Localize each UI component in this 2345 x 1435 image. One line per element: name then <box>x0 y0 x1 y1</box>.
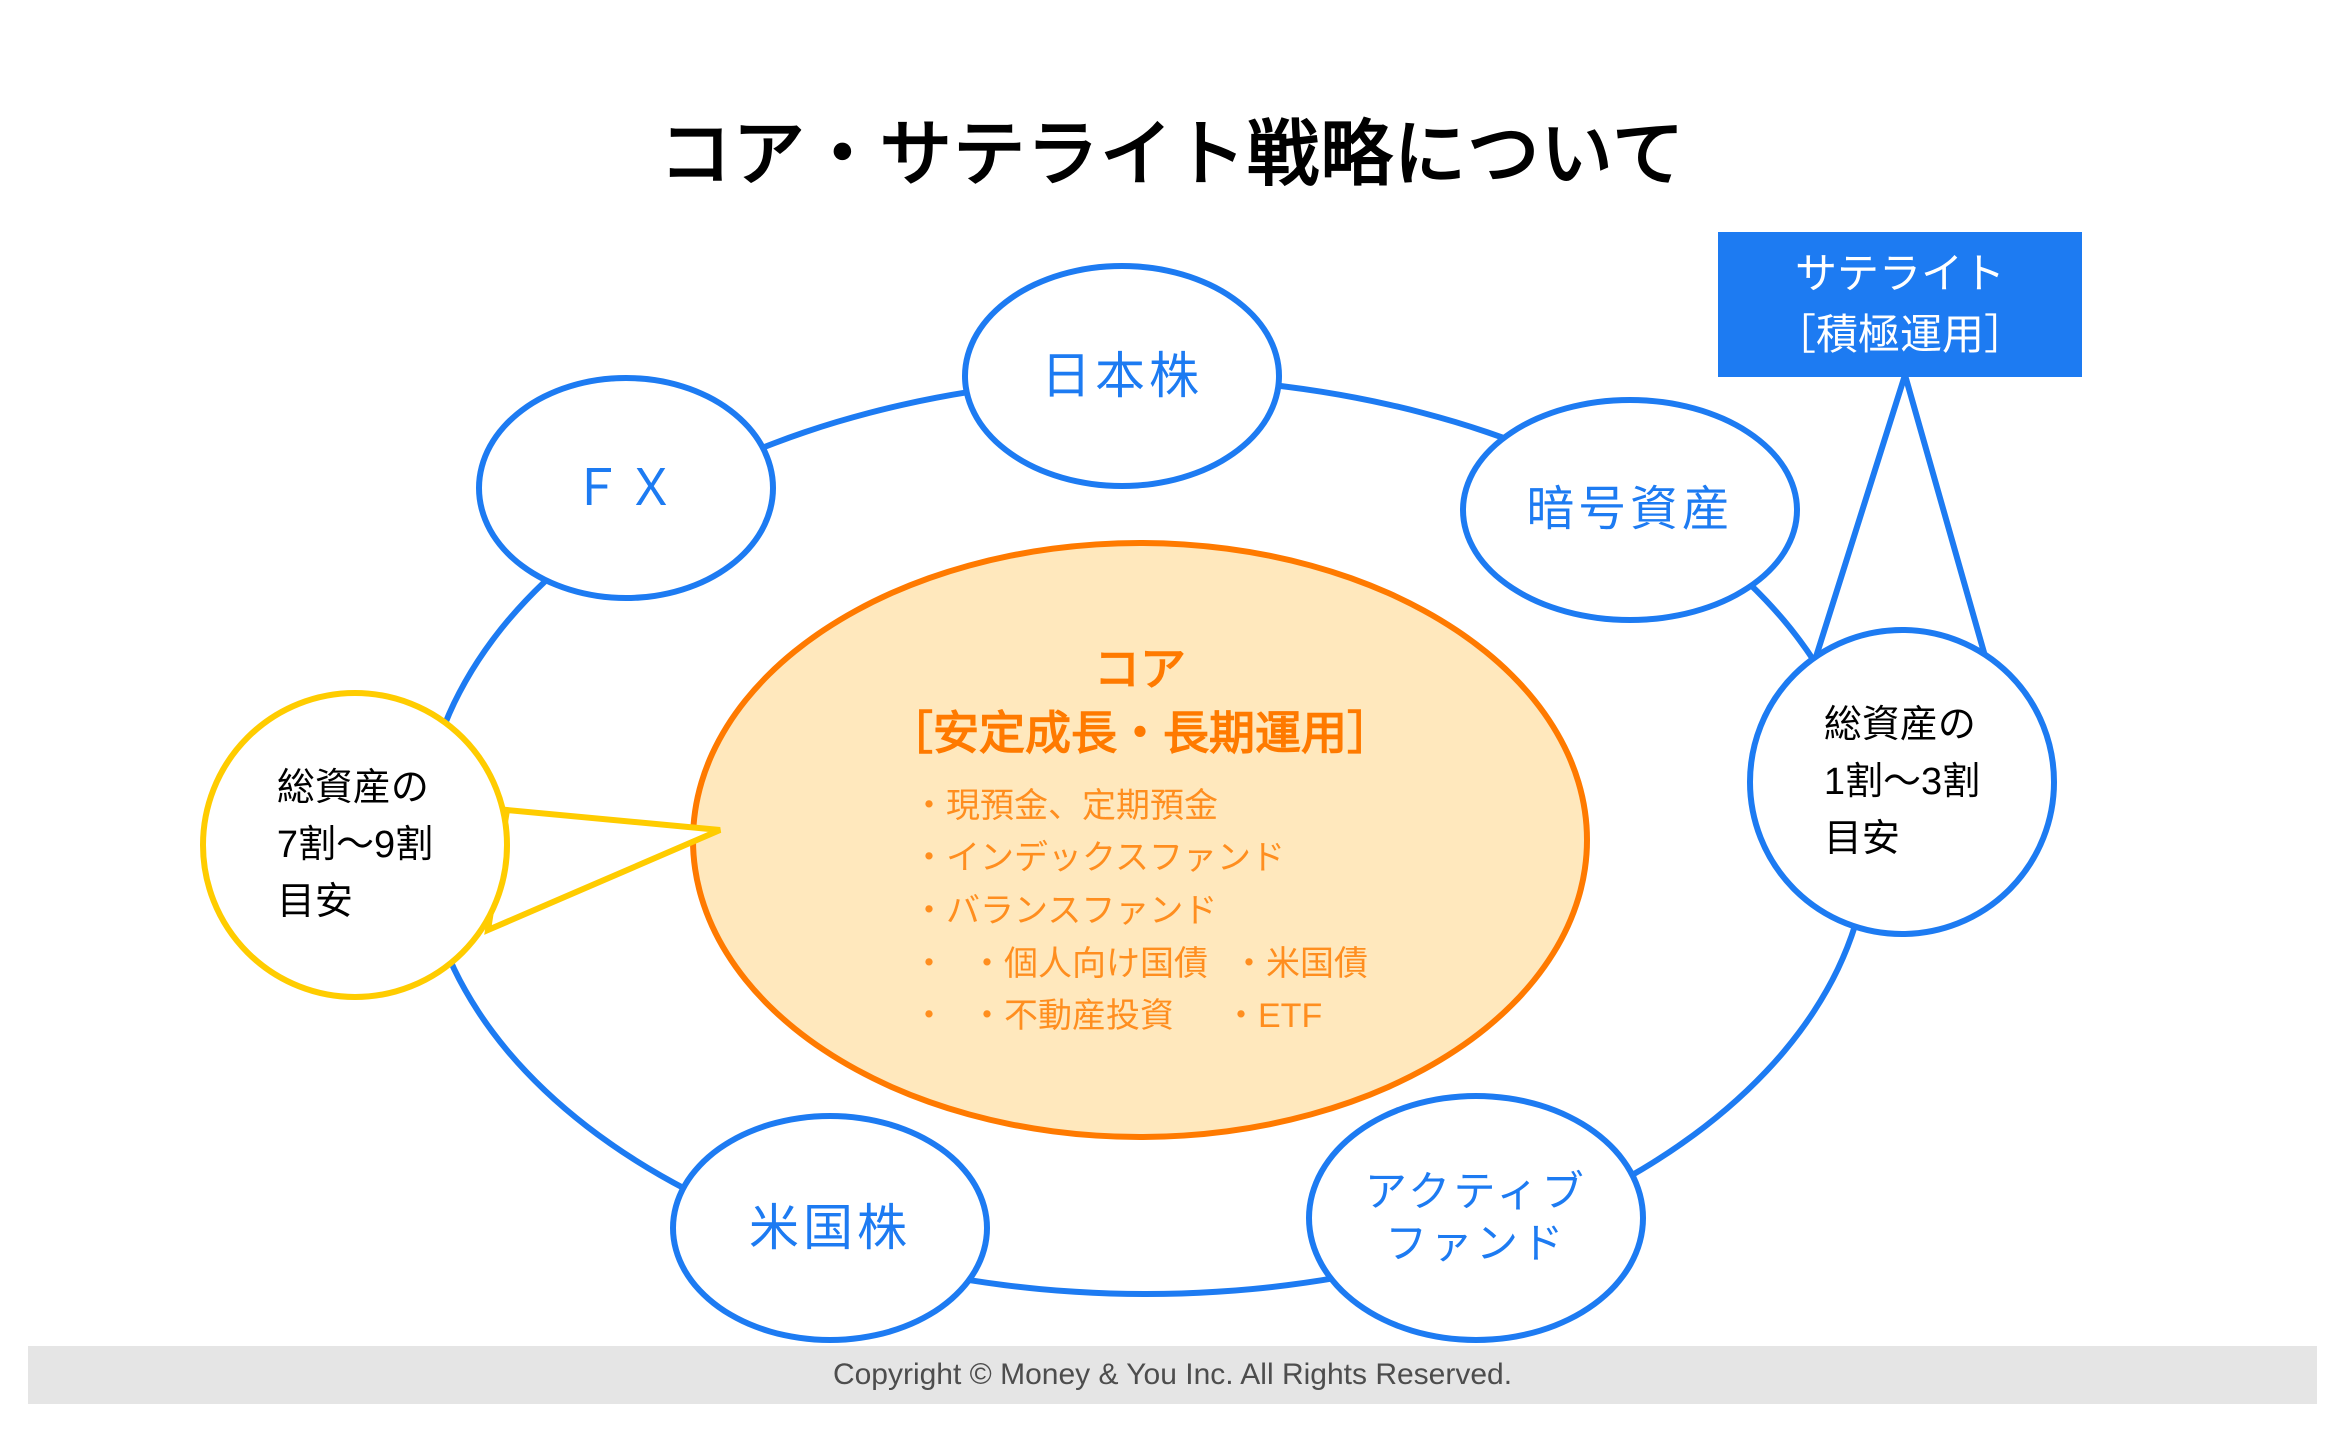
core-item-list: 現預金、定期預金 インデックスファンド バランスファンド 個人向け国債 米国債 … <box>912 780 1368 1043</box>
core-item: ETF <box>1224 990 1322 1043</box>
core-item: 現預金、定期預金 <box>912 780 1368 833</box>
diagram-canvas: コア・サテライト戦略について コア ［安定成長・長期運用］ 現預金、定期預金 イ… <box>0 0 2345 1435</box>
satellite-us-stocks: 米国株 <box>670 1113 990 1343</box>
core-item: 米国債 <box>1232 938 1368 991</box>
core-item-row: 不動産投資 ETF <box>912 990 1368 1043</box>
satellite-active-fund: アクティブ ファンド <box>1306 1093 1646 1343</box>
core-title-line2: ［安定成長・長期運用］ <box>887 707 1393 759</box>
satellite-callout: 総資産の 1割〜3割 目安 <box>1747 627 2057 937</box>
core-title-line1: コア <box>1094 643 1186 695</box>
page-title: コア・サテライト戦略について <box>0 95 2345 200</box>
satellite-jpn-stocks: 日本株 <box>962 263 1282 489</box>
core-item: バランスファンド <box>912 885 1368 938</box>
copyright-text: Copyright © Money & You Inc. All Rights … <box>833 1358 1512 1392</box>
core-callout-text: 総資産の 7割〜9割 目安 <box>277 760 433 931</box>
satellite-label: アクティブ ファンド <box>1365 1166 1587 1271</box>
satellite-fx: ＦＸ <box>476 375 776 601</box>
satellite-banner-line2: ［積極運用］ <box>1774 311 2026 358</box>
satellite-label: 日本株 <box>1041 345 1203 408</box>
satellite-label: 暗号資産 <box>1526 480 1733 540</box>
core-ellipse: コア ［安定成長・長期運用］ 現預金、定期預金 インデックスファンド バランスフ… <box>690 540 1590 1140</box>
copyright-bar: Copyright © Money & You Inc. All Rights … <box>28 1346 2317 1404</box>
core-title: コア ［安定成長・長期運用］ <box>887 637 1393 766</box>
satellite-banner-line1: サテライト <box>1795 250 2005 297</box>
core-item: 個人向け国債 <box>970 938 1208 991</box>
core-item-row: 個人向け国債 米国債 <box>912 938 1368 991</box>
satellite-label: 米国株 <box>749 1197 911 1260</box>
core-item: 不動産投資 <box>970 990 1174 1043</box>
core-item: インデックスファンド <box>912 832 1368 885</box>
core-callout: 総資産の 7割〜9割 目安 <box>200 690 510 1000</box>
satellite-callout-text: 総資産の 1割〜3割 目安 <box>1824 697 1980 868</box>
satellite-banner: サテライト ［積極運用］ <box>1718 232 2082 377</box>
satellite-crypto: 暗号資産 <box>1460 397 1800 623</box>
satellite-label: ＦＸ <box>572 457 680 520</box>
